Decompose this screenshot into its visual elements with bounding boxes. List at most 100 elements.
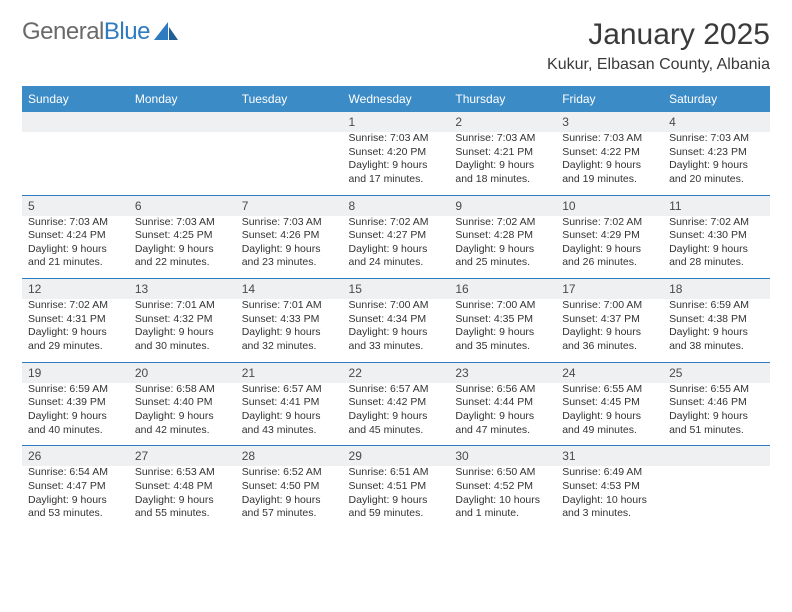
daylight-line: Daylight: 10 hours and 1 minute. bbox=[455, 494, 550, 521]
day-number: 27 bbox=[129, 446, 236, 466]
day-number: 24 bbox=[556, 363, 663, 383]
day-cell: 18Sunrise: 6:59 AMSunset: 4:38 PMDayligh… bbox=[663, 279, 770, 363]
sunset-line: Sunset: 4:27 PM bbox=[349, 229, 444, 243]
week-row: 12Sunrise: 7:02 AMSunset: 4:31 PMDayligh… bbox=[22, 279, 770, 363]
day-number: 12 bbox=[22, 279, 129, 299]
daylight-line: Daylight: 9 hours and 19 minutes. bbox=[562, 159, 657, 186]
day-cell: 19Sunrise: 6:59 AMSunset: 4:39 PMDayligh… bbox=[22, 362, 129, 446]
day-of-week-header: Saturday bbox=[663, 86, 770, 112]
day-content: Sunrise: 6:51 AMSunset: 4:51 PMDaylight:… bbox=[343, 466, 450, 529]
sunrise-line: Sunrise: 7:02 AM bbox=[349, 216, 444, 230]
sunrise-line: Sunrise: 7:03 AM bbox=[669, 132, 764, 146]
location-subtitle: Kukur, Elbasan County, Albania bbox=[547, 56, 770, 74]
day-number: 16 bbox=[449, 279, 556, 299]
daylight-line: Daylight: 9 hours and 42 minutes. bbox=[135, 410, 230, 437]
sunrise-line: Sunrise: 7:02 AM bbox=[28, 299, 123, 313]
sunrise-line: Sunrise: 7:02 AM bbox=[562, 216, 657, 230]
day-number: 1 bbox=[343, 112, 450, 132]
day-of-week-header: Thursday bbox=[449, 86, 556, 112]
sunset-line: Sunset: 4:53 PM bbox=[562, 480, 657, 494]
brand-name-blue: Blue bbox=[104, 18, 150, 45]
day-number: 10 bbox=[556, 196, 663, 216]
day-number: 14 bbox=[236, 279, 343, 299]
day-number bbox=[129, 112, 236, 132]
day-number: 15 bbox=[343, 279, 450, 299]
sunset-line: Sunset: 4:25 PM bbox=[135, 229, 230, 243]
day-cell: 27Sunrise: 6:53 AMSunset: 4:48 PMDayligh… bbox=[129, 446, 236, 529]
daylight-line: Daylight: 9 hours and 53 minutes. bbox=[28, 494, 123, 521]
day-cell: 21Sunrise: 6:57 AMSunset: 4:41 PMDayligh… bbox=[236, 362, 343, 446]
day-cell: 1Sunrise: 7:03 AMSunset: 4:20 PMDaylight… bbox=[343, 112, 450, 195]
sunrise-line: Sunrise: 7:03 AM bbox=[349, 132, 444, 146]
day-number: 20 bbox=[129, 363, 236, 383]
day-content: Sunrise: 7:01 AMSunset: 4:32 PMDaylight:… bbox=[129, 299, 236, 362]
day-content: Sunrise: 6:58 AMSunset: 4:40 PMDaylight:… bbox=[129, 383, 236, 446]
sunset-line: Sunset: 4:31 PM bbox=[28, 313, 123, 327]
sunset-line: Sunset: 4:52 PM bbox=[455, 480, 550, 494]
daylight-line: Daylight: 9 hours and 43 minutes. bbox=[242, 410, 337, 437]
day-number: 13 bbox=[129, 279, 236, 299]
sunrise-line: Sunrise: 7:02 AM bbox=[669, 216, 764, 230]
sunset-line: Sunset: 4:41 PM bbox=[242, 396, 337, 410]
day-content: Sunrise: 7:03 AMSunset: 4:21 PMDaylight:… bbox=[449, 132, 556, 195]
day-content: Sunrise: 7:02 AMSunset: 4:29 PMDaylight:… bbox=[556, 216, 663, 279]
calendar-table: SundayMondayTuesdayWednesdayThursdayFrid… bbox=[22, 86, 770, 529]
sunrise-line: Sunrise: 6:52 AM bbox=[242, 466, 337, 480]
sunset-line: Sunset: 4:33 PM bbox=[242, 313, 337, 327]
day-content: Sunrise: 6:50 AMSunset: 4:52 PMDaylight:… bbox=[449, 466, 556, 529]
day-cell: 17Sunrise: 7:00 AMSunset: 4:37 PMDayligh… bbox=[556, 279, 663, 363]
sunrise-line: Sunrise: 6:56 AM bbox=[455, 383, 550, 397]
day-number: 21 bbox=[236, 363, 343, 383]
sunrise-line: Sunrise: 6:53 AM bbox=[135, 466, 230, 480]
day-content: Sunrise: 7:00 AMSunset: 4:35 PMDaylight:… bbox=[449, 299, 556, 362]
calendar-page: GeneralBlue January 2025 Kukur, Elbasan … bbox=[0, 0, 792, 539]
sunset-line: Sunset: 4:39 PM bbox=[28, 396, 123, 410]
sunset-line: Sunset: 4:24 PM bbox=[28, 229, 123, 243]
day-content bbox=[236, 132, 343, 190]
day-cell: 20Sunrise: 6:58 AMSunset: 4:40 PMDayligh… bbox=[129, 362, 236, 446]
day-cell: 29Sunrise: 6:51 AMSunset: 4:51 PMDayligh… bbox=[343, 446, 450, 529]
sunset-line: Sunset: 4:48 PM bbox=[135, 480, 230, 494]
brand-name-gray: General bbox=[22, 18, 104, 45]
day-cell: 3Sunrise: 7:03 AMSunset: 4:22 PMDaylight… bbox=[556, 112, 663, 195]
sunset-line: Sunset: 4:30 PM bbox=[669, 229, 764, 243]
day-number: 23 bbox=[449, 363, 556, 383]
sunset-line: Sunset: 4:40 PM bbox=[135, 396, 230, 410]
sunset-line: Sunset: 4:45 PM bbox=[562, 396, 657, 410]
day-cell bbox=[236, 112, 343, 195]
day-of-week-header: Wednesday bbox=[343, 86, 450, 112]
daylight-line: Daylight: 9 hours and 29 minutes. bbox=[28, 326, 123, 353]
sunset-line: Sunset: 4:50 PM bbox=[242, 480, 337, 494]
day-content bbox=[22, 132, 129, 190]
day-cell: 16Sunrise: 7:00 AMSunset: 4:35 PMDayligh… bbox=[449, 279, 556, 363]
week-row: 5Sunrise: 7:03 AMSunset: 4:24 PMDaylight… bbox=[22, 195, 770, 279]
day-cell: 10Sunrise: 7:02 AMSunset: 4:29 PMDayligh… bbox=[556, 195, 663, 279]
day-content: Sunrise: 7:03 AMSunset: 4:20 PMDaylight:… bbox=[343, 132, 450, 195]
day-cell: 14Sunrise: 7:01 AMSunset: 4:33 PMDayligh… bbox=[236, 279, 343, 363]
daylight-line: Daylight: 9 hours and 40 minutes. bbox=[28, 410, 123, 437]
day-content: Sunrise: 7:03 AMSunset: 4:26 PMDaylight:… bbox=[236, 216, 343, 279]
day-number: 4 bbox=[663, 112, 770, 132]
day-content: Sunrise: 7:01 AMSunset: 4:33 PMDaylight:… bbox=[236, 299, 343, 362]
day-number: 5 bbox=[22, 196, 129, 216]
day-cell: 7Sunrise: 7:03 AMSunset: 4:26 PMDaylight… bbox=[236, 195, 343, 279]
daylight-line: Daylight: 9 hours and 22 minutes. bbox=[135, 243, 230, 270]
day-content: Sunrise: 7:02 AMSunset: 4:28 PMDaylight:… bbox=[449, 216, 556, 279]
daylight-line: Daylight: 9 hours and 25 minutes. bbox=[455, 243, 550, 270]
week-row: 19Sunrise: 6:59 AMSunset: 4:39 PMDayligh… bbox=[22, 362, 770, 446]
sunrise-line: Sunrise: 6:49 AM bbox=[562, 466, 657, 480]
day-cell: 4Sunrise: 7:03 AMSunset: 4:23 PMDaylight… bbox=[663, 112, 770, 195]
brand-sail-icon bbox=[154, 22, 180, 42]
day-of-week-header-row: SundayMondayTuesdayWednesdayThursdayFrid… bbox=[22, 86, 770, 112]
day-number bbox=[22, 112, 129, 132]
day-content: Sunrise: 7:02 AMSunset: 4:31 PMDaylight:… bbox=[22, 299, 129, 362]
sunset-line: Sunset: 4:38 PM bbox=[669, 313, 764, 327]
day-cell: 30Sunrise: 6:50 AMSunset: 4:52 PMDayligh… bbox=[449, 446, 556, 529]
daylight-line: Daylight: 9 hours and 49 minutes. bbox=[562, 410, 657, 437]
sunrise-line: Sunrise: 7:00 AM bbox=[349, 299, 444, 313]
day-content: Sunrise: 6:57 AMSunset: 4:41 PMDaylight:… bbox=[236, 383, 343, 446]
day-cell: 26Sunrise: 6:54 AMSunset: 4:47 PMDayligh… bbox=[22, 446, 129, 529]
sunset-line: Sunset: 4:28 PM bbox=[455, 229, 550, 243]
sunrise-line: Sunrise: 7:00 AM bbox=[455, 299, 550, 313]
day-cell: 8Sunrise: 7:02 AMSunset: 4:27 PMDaylight… bbox=[343, 195, 450, 279]
